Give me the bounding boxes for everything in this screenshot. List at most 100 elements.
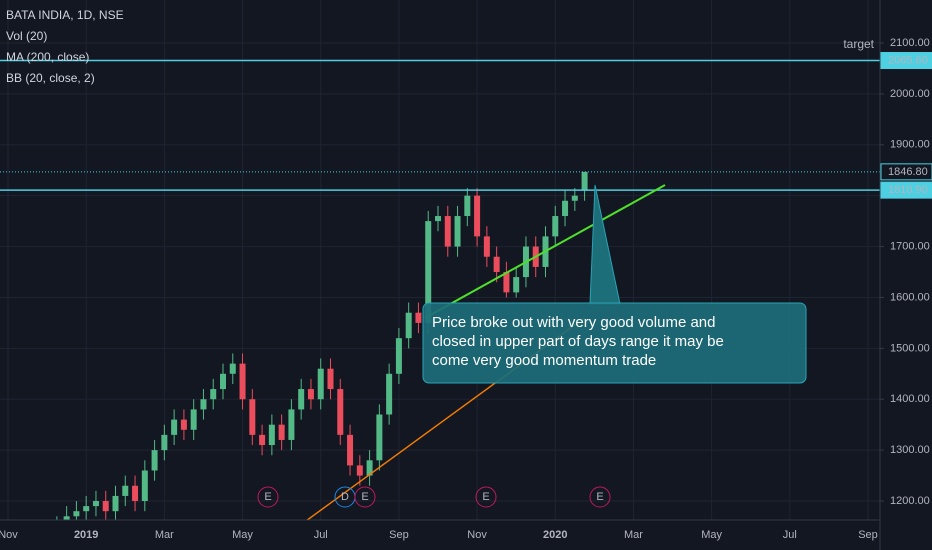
x-tick-label: Jul [783,529,797,541]
candle-body [474,195,481,237]
grid [0,0,880,520]
x-tick-label: 2020 [543,529,567,541]
candle-body [366,460,373,476]
candle-body [122,485,129,496]
candle-body [73,511,80,517]
price-label-box [880,181,932,199]
y-tick-label: 1500.00 [890,342,930,354]
candle-body [347,434,354,466]
candle-body [337,389,344,435]
annotation: Price broke out with very good volume an… [432,314,715,331]
candle-body [356,465,363,476]
candle-body [386,373,393,415]
candle-body [454,216,461,247]
candle-body [151,450,158,471]
candle-body [220,373,226,390]
candle-body [288,409,295,440]
candle-body [83,506,90,512]
candle-body [376,414,383,461]
x-tick-label: Mar [624,529,643,541]
candle-body [415,312,422,323]
target-label: target [843,37,874,51]
candle-body [102,501,109,512]
indicator-label: MA (200, close) [6,50,89,64]
candle-body [141,470,148,502]
x-tick-label: May [232,529,253,541]
event-label: E [596,491,603,503]
price-label: 1846.80 [888,166,928,178]
x-tick-label: Mar [155,529,174,541]
candle-body [395,338,402,374]
candle-body [581,171,588,191]
candle-body [562,200,569,217]
candle-body [425,221,432,323]
candle-body [92,501,99,507]
candle-body [298,389,305,410]
event-label: E [264,491,271,503]
event-marker [475,486,497,508]
candle-body [249,399,256,435]
trendline [424,184,666,319]
price-label-box [880,163,932,181]
candle-body [229,363,236,374]
price-label: 2065.60 [888,54,928,66]
candle-body [112,495,119,512]
indicator-label: BB (20, close, 2) [6,71,95,85]
y-tick-label: 1400.00 [890,393,930,405]
candle-body [327,368,334,390]
y-tick-label: 1700.00 [890,240,930,252]
x-tick-label: Nov [467,529,487,541]
x-tick-label: May [701,529,722,541]
candle-body [132,485,139,502]
y-tick-label: 2000.00 [890,88,930,100]
annotation: come very good momentum trade [432,352,656,369]
y-tick-label: 1200.00 [890,495,930,507]
candle-body [552,216,559,237]
candle-body [503,272,510,293]
y-tick-label: 1900.00 [890,139,930,151]
x-tick-label: Nov [0,529,18,541]
candle-body [571,195,578,201]
event-marker [257,486,279,508]
annotation: closed in upper part of days range it ma… [432,333,724,350]
event-label: E [361,491,368,503]
candle-body [161,434,168,451]
candle-body [210,389,217,400]
x-tick-label: Jul [314,529,328,541]
axes: 1200.00 1300.00 1400.00 1500.00 1600.00 1700.… [0,37,932,541]
candle-body [190,409,197,430]
price-label: 1810.90 [888,184,928,196]
events: E D E E E [257,486,611,508]
y-tick-label: 1300.00 [890,444,930,456]
candle-body [435,216,441,222]
price-label-box [880,52,932,70]
candle-body [405,312,412,339]
candle-body [268,424,275,446]
candle-body [180,419,187,430]
candle-body [259,434,266,446]
candle-body [483,236,490,257]
candle-body [444,216,451,247]
candle-body [307,389,314,400]
candle-body [464,195,471,217]
y-tick-label: 2100.00 [890,37,930,49]
event-label: E [482,491,489,503]
x-tick-label: Sep [858,529,878,541]
candle-body [278,424,285,440]
chart-title: BATA INDIA, 1D, NSE [6,8,124,22]
event-marker [354,486,376,508]
x-tick-label: 2019 [74,529,98,541]
indicator-label: Vol (20) [6,29,47,43]
y-tick-label: 1600.00 [890,291,930,303]
x-tick-label: Sep [389,529,409,541]
candle-body [239,363,246,400]
candle-body [171,419,178,435]
candle-body [493,256,500,273]
event-marker [589,486,611,508]
candle-body [513,277,520,293]
candle-body [200,399,207,410]
event-label: D [341,491,349,503]
candle-body [63,516,70,520]
